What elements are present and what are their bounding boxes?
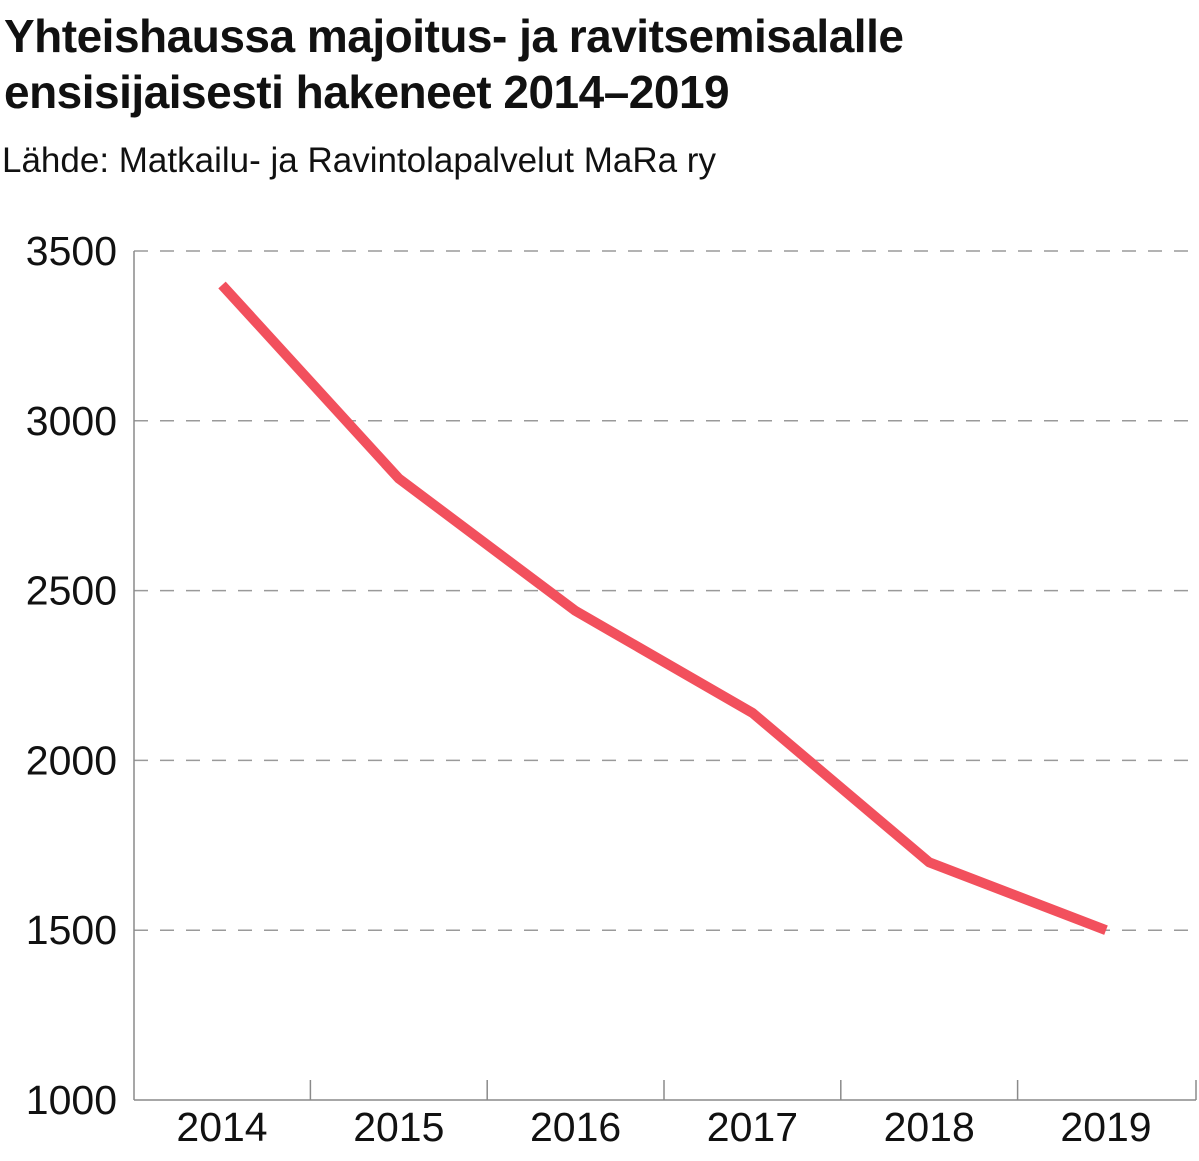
x-tick-label-2018: 2018 <box>884 1104 975 1150</box>
y-tick-label-1000: 1000 <box>26 1077 117 1123</box>
y-tick-label-1500: 1500 <box>26 907 117 953</box>
data-point-2014 <box>217 280 227 290</box>
y-tick-label-3000: 3000 <box>26 398 117 444</box>
data-point-2017 <box>747 708 757 718</box>
x-tick-label-2019: 2019 <box>1060 1104 1151 1150</box>
series <box>217 280 1111 935</box>
x-tick-label-2014: 2014 <box>176 1104 267 1150</box>
tick-labels: 1000 1500 2000 2500 3000 3500 2014 2015 2016 2017… <box>26 228 1152 1150</box>
axes <box>133 251 1197 1101</box>
y-tick-label-2500: 2500 <box>26 568 117 614</box>
y-tick-label-2000: 2000 <box>26 737 117 783</box>
x-tick-label-2015: 2015 <box>353 1104 444 1150</box>
data-point-2018 <box>924 857 934 867</box>
y-tick-label-3500: 3500 <box>26 228 117 274</box>
x-tick-label-2016: 2016 <box>530 1104 621 1150</box>
x-tick-label-2017: 2017 <box>707 1104 798 1150</box>
data-point-2019 <box>1101 925 1111 935</box>
data-point-2015 <box>394 474 404 484</box>
chart-title: Yhteishaussa majoitus- ja ravitsemisalal… <box>4 10 904 118</box>
data-point-2016 <box>571 606 581 616</box>
chart-source: Lähde: Matkailu- ja Ravintolapalvelut Ma… <box>2 141 716 180</box>
grid-lines <box>134 250 1196 931</box>
series-line-0 <box>218 281 1108 935</box>
